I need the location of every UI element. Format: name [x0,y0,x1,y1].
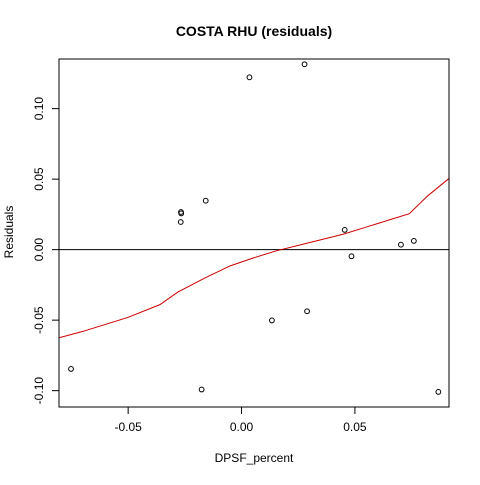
data-point [435,389,442,395]
x-tick-label: 0.05 [343,420,367,434]
y-axis-title: Residuals [2,206,16,259]
data-point [68,366,74,372]
y-tick-label: -0.10 [32,377,46,405]
data-point [178,210,185,217]
plot-area [58,58,450,408]
plot-frame [58,58,450,408]
data-point [341,226,348,233]
y-tick-label: 0.05 [32,167,46,191]
x-tick-label: -0.05 [114,420,142,434]
x-tick-label: 0.00 [230,420,254,434]
data-point [398,241,404,248]
data-point [269,317,275,324]
smooth-trend-line [59,178,449,339]
y-tick-label: -0.05 [32,306,46,334]
chart-title: COSTA RHU (residuals) [176,23,332,39]
data-point [301,61,308,68]
y-tick-label: 0.10 [32,97,46,121]
x-axis-title: DPSF_percent [215,451,294,465]
data-point [348,253,355,260]
x-axis: -0.05 0.00 0.05 [114,406,367,434]
data-point [410,237,417,244]
data-point [304,308,310,315]
data-point [202,197,209,204]
data-point [246,74,253,81]
y-axis: -0.10 -0.05 0.00 0.05 0.10 [32,97,60,405]
y-tick-label: 0.00 [32,238,46,262]
data-point [177,219,184,225]
data-point [198,386,205,393]
